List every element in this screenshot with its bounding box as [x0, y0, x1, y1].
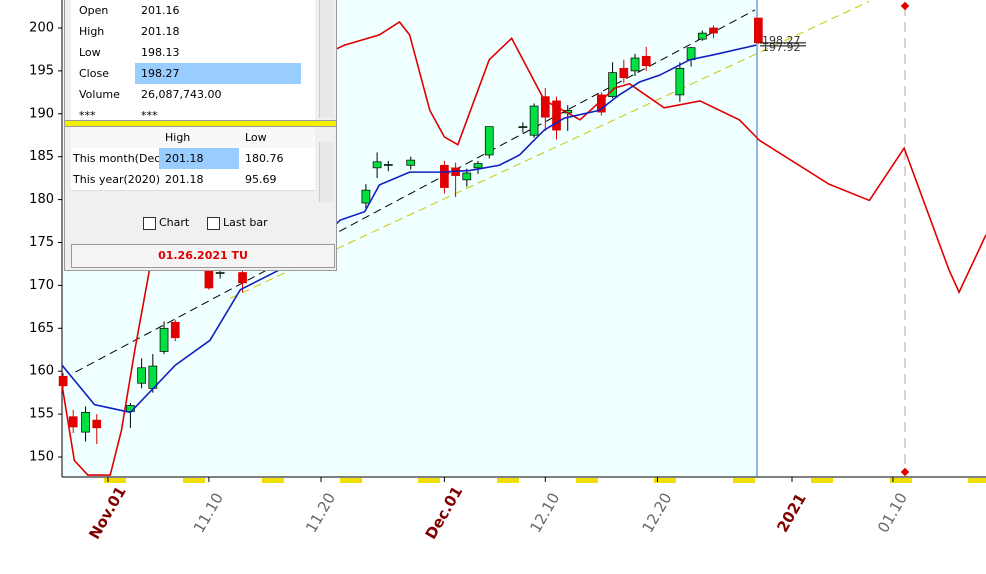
candle-body — [68, 416, 78, 428]
candle-body — [709, 27, 718, 34]
y-tick-label: 175 — [29, 235, 54, 250]
range-header: High Low — [71, 127, 315, 149]
candle-body — [540, 96, 550, 118]
candle-body — [58, 375, 68, 387]
candle-body — [92, 419, 102, 429]
range-value: 180.76 — [245, 152, 284, 165]
chart-checkbox[interactable]: Chart — [143, 216, 189, 230]
candle-body — [440, 164, 449, 188]
candle-body — [238, 272, 247, 284]
candle-body — [754, 17, 763, 44]
range-value: 201.18 — [165, 173, 204, 186]
splitter[interactable] — [65, 120, 336, 127]
row-value: 201.16 — [141, 4, 180, 17]
y-tick-label: 180 — [29, 192, 54, 207]
candle-body — [641, 55, 651, 67]
candle-body — [518, 126, 528, 129]
x-tick-label: 2021 — [773, 490, 809, 535]
price-label: 198.27 — [762, 34, 801, 47]
candle-body — [529, 105, 539, 136]
data-row: Close 198.27 — [71, 63, 315, 85]
date-footer: 01.26.2021 TU — [71, 244, 335, 268]
x-tick-label: Dec.01 — [422, 483, 467, 542]
range-value: 95.69 — [245, 173, 277, 186]
x-tick-label: 11.20 — [302, 490, 339, 536]
cursor-marker — [900, 1, 910, 11]
data-row: Volume 26,087,743.00 — [71, 84, 315, 106]
candle-body — [473, 163, 483, 169]
row-value: 198.27 — [135, 63, 301, 84]
x-tick-label: 12.20 — [638, 490, 675, 536]
candle-body — [361, 189, 371, 204]
y-tick-label: 150 — [29, 450, 54, 465]
candle-body — [170, 321, 180, 339]
data-row: Open 201.16 — [71, 0, 315, 22]
row-value: 198.13 — [141, 46, 180, 59]
y-tick-label: 160 — [29, 364, 54, 379]
y-tick-label: 155 — [29, 407, 54, 422]
checkbox-label: Last bar — [223, 216, 268, 229]
row-label: *** — [79, 109, 96, 122]
row-value: 201.18 — [141, 25, 180, 38]
checkbox-label: Chart — [159, 216, 190, 229]
row-label: Open — [79, 4, 109, 17]
cursor-marker — [900, 467, 910, 477]
row-label: High — [79, 25, 105, 38]
candle-body — [675, 67, 685, 96]
data-row: Low 198.13 — [71, 42, 315, 64]
range-row: This month(Dec) 201.18 180.76 — [71, 148, 315, 170]
candle-body — [686, 47, 696, 61]
y-tick-label: 165 — [29, 321, 54, 336]
range-row: This year(2020) 201.18 95.69 — [71, 169, 315, 191]
channel-line — [75, 9, 756, 373]
last-bar-checkbox[interactable]: Last bar — [207, 216, 268, 230]
column-header: High — [165, 131, 191, 144]
column-header: Low — [245, 131, 267, 144]
row-value: 26,087,743.00 — [141, 88, 222, 101]
scrollbar[interactable] — [319, 142, 334, 202]
range-label: This year(2020) — [73, 173, 161, 186]
candle-body — [137, 367, 146, 384]
candle-body — [215, 272, 225, 274]
y-tick-label: 170 — [29, 278, 54, 293]
candle-body — [462, 172, 472, 181]
candle-body — [159, 327, 169, 352]
candle-body — [383, 164, 393, 166]
y-tick-label: 185 — [29, 149, 54, 164]
candle-body — [81, 412, 90, 433]
weekend-marks — [104, 478, 986, 483]
x-tick-label: 11.10 — [190, 490, 227, 536]
candle-body — [608, 72, 617, 97]
data-row: High 201.18 — [71, 21, 315, 43]
data-window: Open 201.16 High 201.18 Low 198.13 Close 198.27… — [64, 0, 337, 271]
row-label: Volume — [79, 88, 120, 101]
row-label: Close — [79, 67, 109, 80]
candle-body — [619, 67, 629, 79]
indicator-line — [61, 20, 986, 476]
candle-body — [552, 100, 561, 131]
price-label: 197.92 — [762, 41, 801, 54]
scrollbar[interactable] — [319, 0, 334, 118]
candle-body — [630, 57, 640, 72]
y-tick-label: 200 — [29, 20, 54, 35]
range-value: 201.18 — [159, 148, 239, 169]
range-label: This month(Dec) — [73, 152, 165, 165]
x-tick-label: 01.10 — [874, 490, 911, 536]
candle-body — [372, 161, 382, 169]
candle-body — [697, 32, 707, 40]
candle-body — [406, 159, 416, 166]
indicator-line — [61, 44, 757, 414]
y-tick-label: 190 — [29, 106, 54, 121]
row-label: Low — [79, 46, 101, 59]
candle-body — [484, 126, 494, 156]
y-tick-label: 195 — [29, 63, 54, 78]
row-value: *** — [141, 109, 158, 122]
x-tick-label: 12.10 — [526, 490, 563, 536]
x-tick-label: Nov.01 — [85, 483, 130, 542]
